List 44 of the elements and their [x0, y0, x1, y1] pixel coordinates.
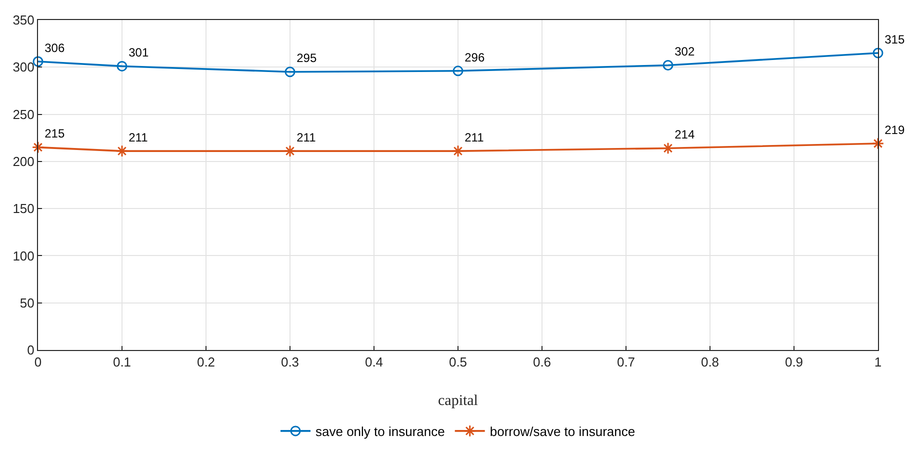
data-label: 211 — [464, 130, 484, 144]
data-label: 315 — [884, 32, 905, 46]
y-tick-label: 300 — [12, 60, 34, 75]
point — [116, 60, 128, 72]
data-label: 295 — [296, 51, 317, 66]
data-label: 296 — [464, 50, 485, 64]
x-tick-label: 0.4 — [364, 354, 384, 370]
data-label: 301 — [128, 46, 149, 60]
y-tick-label: 0 — [27, 342, 34, 358]
data-label: 219 — [884, 122, 905, 137]
y-tick-label: 150 — [12, 201, 34, 216]
legend-label: borrow/save to insurance — [490, 424, 636, 440]
y-tick-label: 100 — [12, 248, 34, 264]
point — [116, 144, 128, 158]
x-axis-title: capital — [438, 393, 478, 409]
data-label: 215 — [44, 126, 65, 141]
data-label: 211 — [128, 130, 148, 144]
x-tick-label: 0.6 — [532, 354, 552, 370]
point — [284, 66, 296, 78]
x-tick-label: 0.5 — [448, 354, 468, 370]
data-label: 211 — [296, 130, 316, 144]
data-label: 306 — [44, 40, 65, 55]
y-tick-label: 350 — [12, 12, 34, 28]
point — [872, 137, 884, 150]
x-tick-label: 1 — [874, 354, 882, 370]
point — [452, 66, 464, 76]
point — [32, 141, 44, 154]
point — [662, 60, 674, 71]
y-tick-label: 50 — [20, 295, 34, 310]
x-tick-label: 0.3 — [280, 354, 300, 370]
x-tick-label: 0.2 — [196, 354, 216, 370]
x-tick-label: 0.8 — [700, 354, 720, 370]
point — [452, 144, 464, 158]
point — [32, 56, 44, 67]
y-tick-label: 200 — [12, 154, 34, 169]
legend-label: save only to insurance — [316, 424, 445, 440]
point — [284, 144, 296, 158]
data-label: 214 — [674, 128, 695, 142]
x-tick-label: 0.1 — [112, 354, 132, 370]
y-tick-label: 250 — [12, 106, 34, 122]
x-tick-label: 0.7 — [616, 354, 636, 370]
point — [872, 48, 884, 58]
data-label: 302 — [674, 44, 695, 59]
x-tick-label: 0.9 — [784, 354, 804, 370]
